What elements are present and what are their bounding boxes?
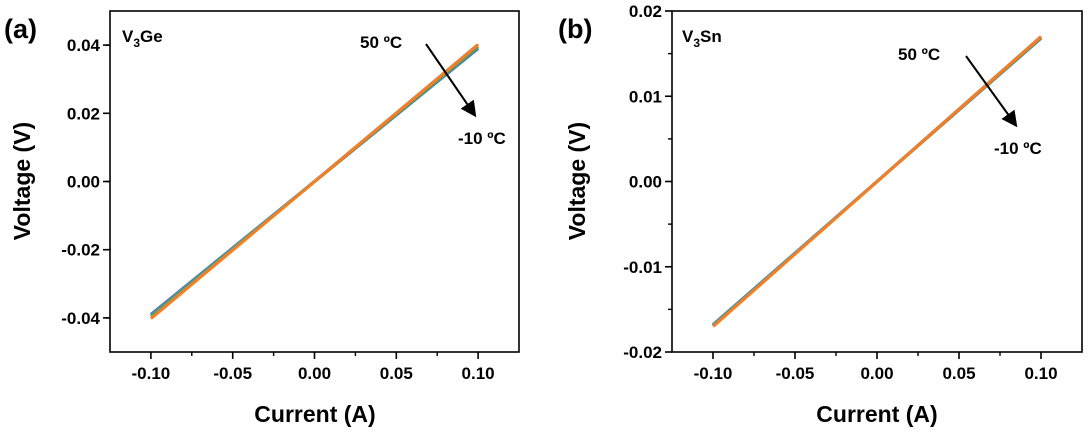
x-tick-label: 0.05 bbox=[380, 364, 413, 383]
x-axis-ticks: -0.10 -0.05 0.00 0.05 0.10 bbox=[694, 352, 1058, 383]
series-layer bbox=[711, 35, 1043, 328]
panel-label: (a) bbox=[4, 14, 37, 44]
material-label: V3Sn bbox=[682, 27, 722, 50]
x-axis-title: Current (A) bbox=[254, 401, 375, 427]
y-axis-ticks: -0.04 -0.02 0.00 0.02 0.04 bbox=[61, 36, 110, 328]
annotation-low-temp: -10 ºC bbox=[458, 129, 506, 148]
trend-arrow bbox=[965, 55, 1018, 128]
panel-label: (b) bbox=[558, 14, 592, 44]
panel-a: (a) V3Ge -0.10 -0.05 0.00 0.05 0.10 -0.04-0.… bbox=[4, 10, 520, 427]
trend-arrow bbox=[425, 43, 477, 118]
x-tick-label: -0.05 bbox=[776, 364, 815, 383]
y-tick-label: 0.04 bbox=[67, 36, 101, 55]
annotation-high-temp: 50 ºC bbox=[360, 33, 402, 52]
material-label: V3Ge bbox=[122, 27, 163, 50]
y-axis-title: Voltage (V) bbox=[9, 122, 35, 240]
series-layer bbox=[149, 43, 480, 320]
y-tick-label: 0.02 bbox=[629, 2, 662, 21]
y-axis-ticks: -0.02 -0.01 0.00 0.01 0.02 bbox=[623, 2, 672, 362]
x-axis-ticks: -0.10 -0.05 0.00 0.05 0.10 bbox=[132, 352, 495, 383]
series-line bbox=[149, 43, 480, 320]
x-tick-label: 0.00 bbox=[298, 364, 331, 383]
y-tick-label: -0.02 bbox=[623, 343, 662, 362]
x-tick-label: 0.10 bbox=[462, 364, 495, 383]
y-tick-label: 0.00 bbox=[629, 173, 662, 192]
x-tick-label: 0.00 bbox=[860, 364, 893, 383]
x-tick-label: 0.10 bbox=[1024, 364, 1057, 383]
series-line bbox=[711, 35, 1043, 328]
y-tick-label: -0.04 bbox=[61, 309, 100, 328]
y-tick-label: -0.02 bbox=[61, 241, 100, 260]
annotation-low-temp: -10 ºC bbox=[994, 139, 1042, 158]
x-axis-title: Current (A) bbox=[816, 401, 937, 427]
x-tick-label: -0.05 bbox=[213, 364, 252, 383]
y-tick-label: 0.02 bbox=[67, 104, 100, 123]
x-tick-label: -0.10 bbox=[132, 364, 171, 383]
y-tick-label: -0.01 bbox=[623, 258, 662, 277]
panel-b: (b) V3Sn -0.10 -0.05 0.00 0.05 0.10 -0.02-0.… bbox=[558, 2, 1083, 427]
y-axis-title: Voltage (V) bbox=[564, 122, 590, 240]
y-tick-label: 0.01 bbox=[629, 87, 662, 106]
x-tick-label: -0.10 bbox=[694, 364, 733, 383]
y-tick-label: 0.00 bbox=[67, 173, 100, 192]
annotation-high-temp: 50 ºC bbox=[898, 45, 940, 64]
x-tick-label: 0.05 bbox=[942, 364, 975, 383]
